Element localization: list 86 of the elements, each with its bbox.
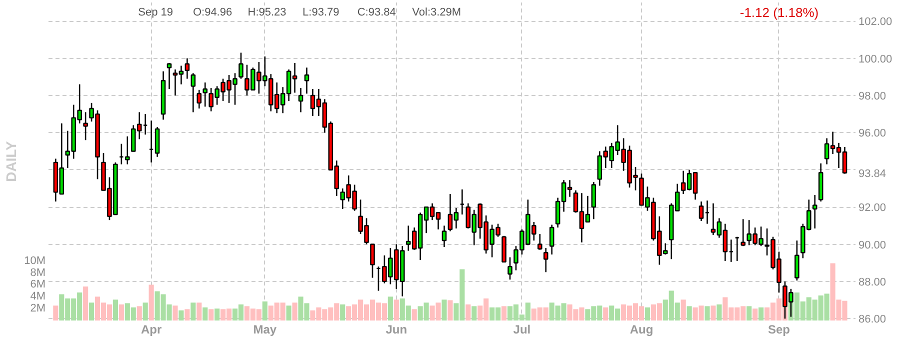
candlestick xyxy=(298,87,304,113)
bar xyxy=(118,304,124,320)
bar xyxy=(83,286,88,320)
x-tick-label: Jul xyxy=(513,322,531,336)
y2-tick-label: 8M xyxy=(30,266,46,279)
annotation: C:93.84 xyxy=(357,6,396,18)
annotation: Sep 19 xyxy=(138,6,174,18)
candlestick xyxy=(812,194,818,230)
bar xyxy=(680,300,686,320)
bar xyxy=(752,308,758,320)
bar xyxy=(388,296,393,320)
bar xyxy=(758,307,764,320)
y2-tick-label: 4M xyxy=(30,290,46,303)
y-tick-label: 100.00 xyxy=(858,53,892,66)
candlestick xyxy=(698,200,704,222)
x-tick-label: Sep xyxy=(768,322,790,336)
bar xyxy=(196,302,202,320)
bar xyxy=(603,307,608,320)
bar xyxy=(142,302,148,320)
candlestick xyxy=(190,72,196,113)
bar xyxy=(472,306,477,320)
bar xyxy=(136,306,142,320)
annotation: H:95.23 xyxy=(248,6,286,18)
candlestick xyxy=(238,52,244,80)
bar xyxy=(286,306,292,320)
annotation: Vol:3.29M xyxy=(412,6,462,18)
y-tick-label: 92.00 xyxy=(858,202,886,214)
bar xyxy=(214,308,220,320)
bar xyxy=(53,306,58,320)
y-tick-label: 86.00 xyxy=(858,314,886,326)
y2-tick-label: 6M xyxy=(30,278,46,291)
y-tick-label: 98.00 xyxy=(858,90,886,102)
bar xyxy=(442,300,447,320)
candlestick xyxy=(166,62,172,90)
bar xyxy=(448,300,453,320)
y-tick-label: 102.00 xyxy=(858,16,892,28)
y-tick-label: 88.00 xyxy=(858,276,886,288)
candlestick xyxy=(370,244,375,278)
bar xyxy=(202,307,208,320)
bar xyxy=(412,309,417,320)
x-tick-label: Aug xyxy=(630,322,654,336)
annotation: L:93.79 xyxy=(302,6,340,18)
bar xyxy=(716,304,722,320)
candlestick xyxy=(543,247,548,273)
y-tick-label: 90.00 xyxy=(858,239,886,252)
y2-tick-label: 2M xyxy=(30,302,46,315)
bar xyxy=(292,302,298,320)
bar xyxy=(644,307,650,320)
bar xyxy=(340,304,346,320)
chart-subtitle: -1.12 (1.18%) xyxy=(740,5,819,20)
bar xyxy=(394,300,399,320)
annotation: O:94.96 xyxy=(192,6,232,18)
candlestick xyxy=(740,218,746,247)
bar xyxy=(148,284,154,320)
y2-tick-label: 10M xyxy=(24,254,46,267)
bar xyxy=(466,304,471,320)
candlestick xyxy=(304,66,310,94)
bar xyxy=(112,300,118,320)
y-tick-label: 96.00 xyxy=(858,128,886,140)
x-tick-label: May xyxy=(253,322,277,336)
y-tick-label: 93.84 xyxy=(858,168,886,180)
bar xyxy=(190,302,196,320)
candlestick xyxy=(184,58,190,80)
candlestick xyxy=(125,136,130,165)
candlestick xyxy=(508,256,512,280)
bar xyxy=(704,306,710,320)
candlestick xyxy=(202,82,208,108)
bar xyxy=(172,306,178,320)
candlestick xyxy=(537,233,542,250)
bar xyxy=(746,306,752,320)
x-tick-label: Jun xyxy=(386,322,408,336)
candlestick xyxy=(549,224,554,256)
bar xyxy=(178,310,184,320)
candlestick xyxy=(591,181,596,220)
candlestick xyxy=(794,240,800,282)
bar xyxy=(208,309,214,320)
x-tick-label: Apr xyxy=(140,322,162,336)
candlestick xyxy=(196,89,202,110)
bar xyxy=(710,306,716,320)
bar xyxy=(89,302,94,320)
bar xyxy=(262,301,268,320)
candlestick xyxy=(83,112,88,141)
bar xyxy=(501,306,507,320)
candlestick xyxy=(442,225,447,248)
bar xyxy=(686,306,692,320)
bar xyxy=(184,309,190,320)
